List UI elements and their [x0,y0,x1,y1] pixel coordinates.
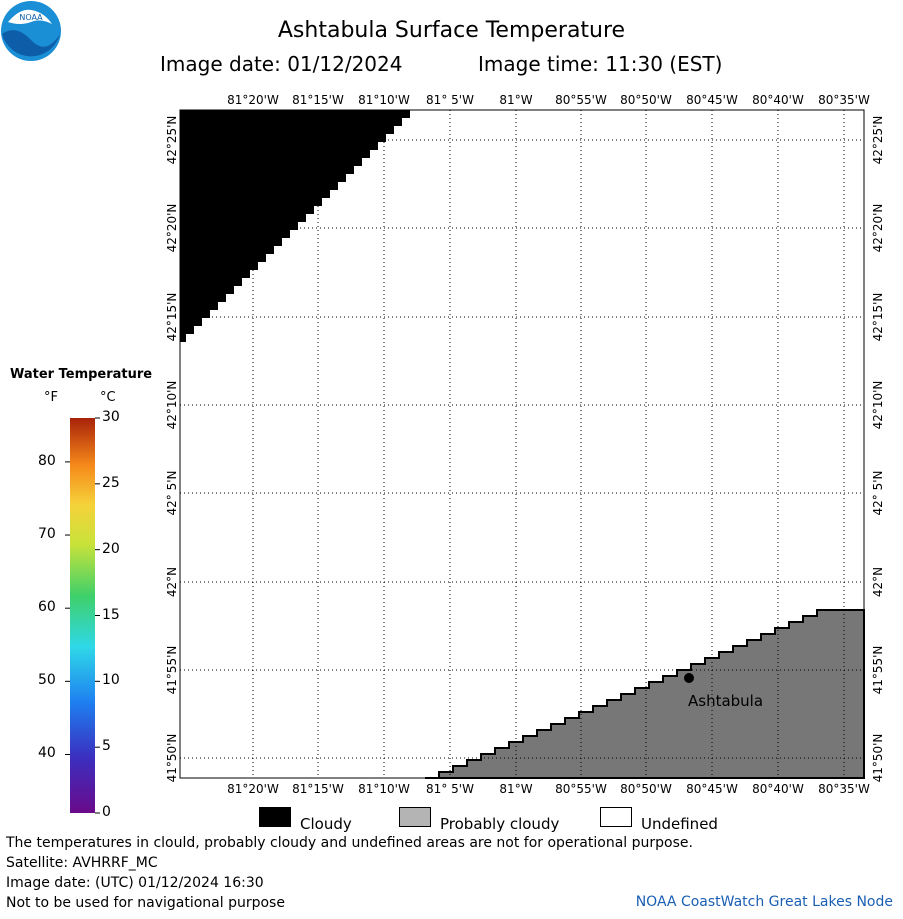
legend-c-tick-label: 25 [102,474,120,491]
lon-label: 80°55'W [555,782,607,796]
legend-title: Water Temperature [10,367,153,382]
lat-label: 42°10'N [871,381,885,430]
legend-f-tick-label: 50 [38,672,56,689]
footer-disclaimer: The temperatures in clould, probably clo… [6,835,693,851]
cloudy-area [178,110,410,342]
legend-f-tick-label: 40 [38,745,56,762]
lon-label: 80°50'W [620,782,672,796]
lat-label: 42°N [871,567,885,597]
lon-label: 80°35'W [818,93,870,107]
lon-label: 81°10'W [358,93,410,107]
lon-label: 81°15'W [292,782,344,796]
legend-c-tick-label: 10 [102,672,120,689]
lon-labels-bottom: 81°20'W 81°15'W 81°10'W 81° 5'W 81°W 80°55'W 8… [227,782,870,796]
lat-label: 41°50'N [871,734,885,783]
legend-unit-c: °C [100,390,116,405]
temperature-color-bar [70,418,95,813]
lat-label: 42°20'N [165,204,179,253]
lat-label: 41°50'N [165,734,179,783]
lat-labels-right: 42°25'N 42°20'N 42°15'N 42°10'N 42° 5'N 42°N 4… [871,116,885,783]
legend-unit-f: °F [44,390,58,405]
footer-satellite: Satellite: AVHRRF_MC [6,855,158,871]
key-undefined-label: Undefined [641,815,718,833]
image-date-label: Image date: 01/12/2024 [160,52,403,76]
key-undefined-swatch [600,807,632,827]
lon-label: 81°20'W [227,782,279,796]
lon-label: 81°15'W [292,93,344,107]
logo-text: NOAA [19,13,43,22]
lon-label: 81°10'W [358,782,410,796]
lat-labels-left: 42°25'N 42°20'N 42°15'N 42°10'N 42° 5'N 42°N 4… [165,116,179,783]
lon-label: 80°45'W [686,782,738,796]
key-cloudy-swatch [259,807,291,827]
probably-cloudy-region [425,609,865,779]
legend-ticks [65,417,100,814]
lon-labels-top: 81°20'W 81°15'W 81°10'W 81° 5'W 81°W 80°55'W 8… [227,93,870,107]
key-probably-cloudy-label: Probably cloudy [440,815,560,833]
legend-f-tick-label: 60 [38,599,56,616]
lat-label: 42°N [165,567,179,597]
legend-c-tick-label: 5 [102,738,111,755]
lat-label: 42° 5'N [165,471,179,516]
lon-label: 80°40'W [752,93,804,107]
lat-label: 42°15'N [871,293,885,342]
lat-label: 42° 5'N [871,471,885,516]
footer-navigation-warning: Not to be used for navigational purpose [6,895,285,911]
lat-label: 41°55'N [165,646,179,695]
legend-c-tick-label: 15 [102,606,120,623]
lon-label: 81°W [499,782,532,796]
legend-c-tick-label: 0 [102,804,111,820]
key-probably-cloudy-swatch [399,807,431,827]
lat-label: 42°20'N [871,204,885,253]
image-time-label: Image time: 11:30 (EST) [478,52,723,76]
lon-label: 80°55'W [555,93,607,107]
lat-label: 42°25'N [165,116,179,165]
chart-title: Ashtabula Surface Temperature [277,18,626,43]
key-cloudy-label: Cloudy [300,815,352,833]
map-frame [179,109,865,779]
footer-credit: NOAA CoastWatch Great Lakes Node [635,894,893,910]
lon-label: 80°45'W [686,93,738,107]
lon-label: 80°40'W [752,782,804,796]
noaa-logo: NOAA [1,1,61,61]
lat-label: 42°10'N [165,381,179,430]
lat-label: 42°15'N [165,293,179,342]
lon-label: 81°20'W [227,93,279,107]
legend-c-tick-label: 30 [102,409,120,425]
lon-label: 81° 5'W [426,782,474,796]
footer-utc-date: Image date: (UTC) 01/12/2024 16:30 [6,875,264,891]
ashtabula-label: Ashtabula [688,692,763,710]
legend-c-tick-label: 20 [102,540,120,557]
legend-f-tick-label: 80 [38,452,56,469]
graticule [180,110,864,778]
probably-cloudy-area [425,609,865,779]
cloudy-region [178,110,410,342]
lon-label: 81° 5'W [426,93,474,107]
lon-label: 81°W [499,93,532,107]
lat-label: 42°25'N [871,116,885,165]
ashtabula-marker [684,673,694,683]
lon-label: 80°35'W [818,782,870,796]
lon-label: 80°50'W [620,93,672,107]
legend-f-tick-label: 70 [38,526,56,543]
lat-label: 41°55'N [871,646,885,695]
